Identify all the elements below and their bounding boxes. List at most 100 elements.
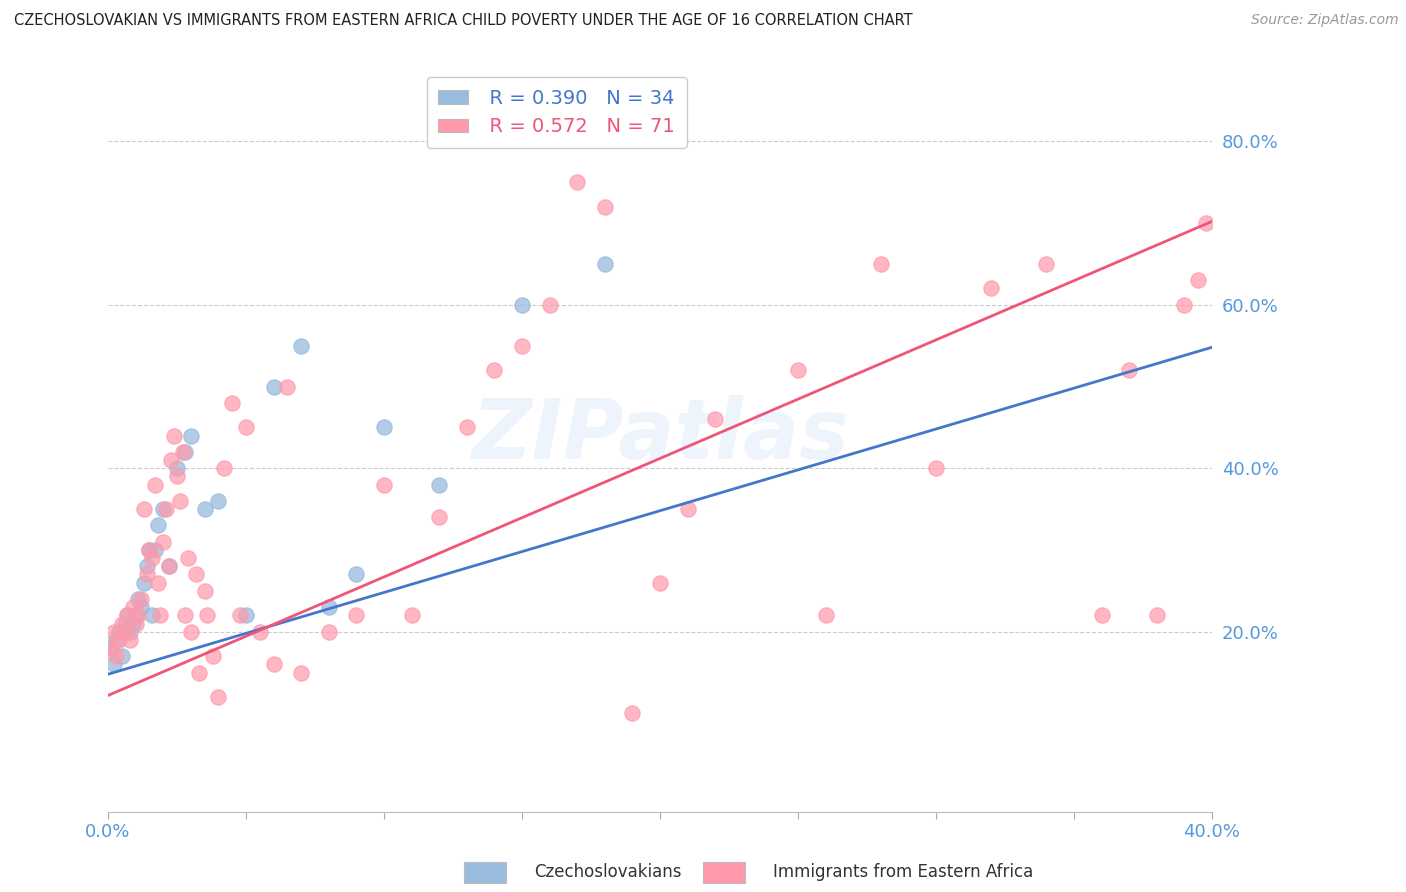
Point (1195, 216, 1218, 230)
Point (160, 453, 183, 467)
Point (143, 477, 166, 491)
Point (121, 600, 143, 615)
Point (456, 420, 478, 434)
Point (117, 608, 139, 623)
Point (114, 624, 136, 639)
Point (186, 567, 208, 582)
Text: CZECHOSLOVAKIAN VS IMMIGRANTS FROM EASTERN AFRICA CHILD POVERTY UNDER THE AGE OF: CZECHOSLOVAKIAN VS IMMIGRANTS FROM EASTE… (14, 13, 912, 29)
Point (141, 551, 163, 566)
Point (132, 502, 155, 516)
Point (108, 632, 131, 647)
Point (152, 534, 174, 549)
Point (787, 363, 810, 377)
Point (207, 690, 229, 704)
Point (174, 445, 197, 459)
Point (127, 592, 149, 607)
Point (177, 551, 200, 566)
Point (194, 583, 217, 598)
Point (318, 600, 340, 615)
Point (194, 502, 217, 516)
Point (290, 339, 312, 353)
Point (621, 706, 644, 721)
Point (100, 641, 122, 656)
Point (484, 363, 506, 377)
Point (111, 616, 134, 631)
Point (427, 510, 450, 524)
Point (155, 502, 177, 516)
Point (235, 420, 257, 434)
Point (105, 632, 128, 647)
Point (121, 616, 143, 631)
Point (1146, 608, 1168, 623)
Text: Source: ZipAtlas.com: Source: ZipAtlas.com (1251, 13, 1399, 28)
Point (124, 616, 146, 631)
Point (814, 608, 837, 623)
Point (114, 616, 136, 631)
Text: Czechoslovakians: Czechoslovakians (534, 863, 682, 881)
Point (103, 657, 125, 672)
Point (593, 257, 616, 271)
Point (103, 624, 125, 639)
Point (344, 608, 367, 623)
Point (135, 567, 157, 582)
Point (290, 665, 312, 680)
Point (235, 608, 257, 623)
Point (593, 200, 616, 214)
Point (127, 608, 149, 623)
Point (141, 608, 163, 623)
Point (129, 600, 152, 615)
Text: ZIPatlas: ZIPatlas (471, 395, 849, 476)
Point (212, 461, 235, 475)
Point (1118, 363, 1140, 377)
Point (149, 608, 172, 623)
Point (108, 624, 131, 639)
Point (157, 559, 180, 574)
Point (146, 518, 169, 533)
Point (138, 543, 160, 558)
Point (124, 608, 146, 623)
Point (120, 632, 142, 647)
Point (373, 477, 395, 491)
Point (169, 494, 191, 508)
Point (146, 575, 169, 590)
Point (174, 608, 197, 623)
Point (249, 624, 271, 639)
Point (166, 469, 188, 483)
Point (180, 624, 202, 639)
Point (100, 641, 122, 656)
Point (538, 298, 561, 312)
Point (373, 420, 395, 434)
Point (676, 502, 699, 516)
Point (276, 379, 298, 393)
Point (1173, 298, 1195, 312)
Point (117, 608, 139, 623)
Point (207, 494, 229, 508)
Point (1035, 257, 1057, 271)
Point (111, 649, 134, 664)
Point (221, 396, 243, 410)
Point (166, 461, 188, 475)
Point (172, 445, 194, 459)
Point (263, 379, 285, 393)
Point (648, 575, 671, 590)
Point (120, 624, 142, 639)
Point (195, 608, 218, 623)
Point (163, 428, 186, 442)
Point (344, 567, 367, 582)
Point (869, 257, 891, 271)
Point (980, 281, 1002, 295)
Point (129, 592, 152, 607)
Point (510, 298, 533, 312)
Point (201, 649, 224, 664)
Point (318, 624, 340, 639)
Point (427, 477, 450, 491)
Point (135, 559, 157, 574)
Text: Immigrants from Eastern Africa: Immigrants from Eastern Africa (773, 863, 1033, 881)
Point (1187, 273, 1209, 287)
Point (152, 502, 174, 516)
Point (180, 428, 202, 442)
Point (565, 175, 588, 189)
Point (263, 657, 285, 672)
Point (510, 339, 533, 353)
Point (925, 461, 948, 475)
